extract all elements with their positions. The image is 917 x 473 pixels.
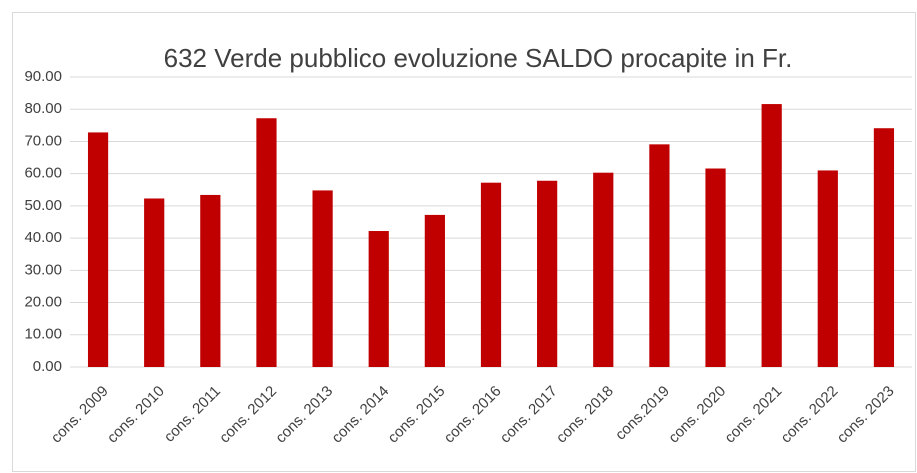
y-tick-label: 10.00 <box>24 326 62 343</box>
bar <box>87 132 109 367</box>
bar <box>761 104 782 368</box>
bar <box>312 190 333 367</box>
bar <box>649 144 670 367</box>
y-tick-label: 0.00 <box>33 358 62 375</box>
bar <box>480 182 502 367</box>
bar <box>256 118 277 367</box>
y-tick-label: 70.00 <box>24 132 62 149</box>
bar <box>144 198 165 367</box>
bar <box>537 180 558 367</box>
y-tick-label: 90.00 <box>24 68 62 85</box>
y-tick-label: 50.00 <box>24 197 62 214</box>
y-tick-label: 30.00 <box>24 261 62 278</box>
bar <box>705 168 726 367</box>
bar <box>593 172 614 367</box>
bar <box>873 128 895 367</box>
y-tick-label: 20.00 <box>24 294 62 311</box>
bar <box>200 194 221 367</box>
bar <box>424 214 445 367</box>
bar <box>817 170 838 367</box>
chart-title: 632 Verde pubblico evoluzione SALDO proc… <box>164 43 793 73</box>
bar <box>368 231 389 367</box>
y-tick-label: 60.00 <box>24 165 62 182</box>
y-tick-label: 40.00 <box>24 229 62 246</box>
y-tick-label: 80.00 <box>24 100 62 117</box>
